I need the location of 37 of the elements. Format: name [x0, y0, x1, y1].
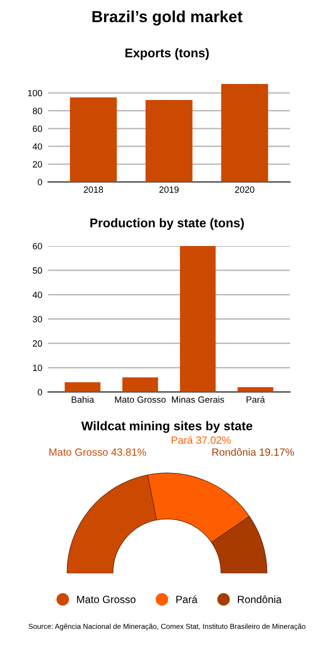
- y-tick-label: 100: [28, 90, 42, 96]
- category-label: Pará 37.02%: [172, 436, 231, 444]
- y-tick-label: 50: [32, 267, 42, 274]
- x-tick-label: 2020: [235, 186, 254, 193]
- y-tick-label: 40: [32, 143, 42, 150]
- y-tick-label: 60: [32, 126, 42, 132]
- chart-title: Brazil’s gold market: [92, 10, 242, 26]
- y-tick-label: 0: [38, 388, 42, 396]
- bar: [180, 246, 216, 392]
- x-tick-label: Pará: [246, 396, 265, 403]
- bar: [122, 377, 158, 392]
- chart-title: Wildcat mining sites by state: [81, 421, 252, 433]
- chart-title: Production by state (tons): [90, 218, 244, 230]
- chart-subtitle: Exports (tons): [125, 48, 209, 60]
- bar: [221, 84, 268, 182]
- legend-label: Rondônia: [238, 595, 282, 604]
- category-label: Rondônia 19.17%: [212, 448, 294, 456]
- y-tick-label: 20: [32, 161, 42, 168]
- y-tick-label: 60: [32, 242, 42, 250]
- y-tick-label: 20: [32, 340, 42, 347]
- legend-label: Mato Grosso: [77, 596, 136, 604]
- bar: [238, 387, 274, 392]
- bar: [64, 382, 100, 392]
- y-tick-label: 40: [32, 292, 42, 298]
- y-tick-label: 0: [38, 178, 42, 186]
- y-tick-label: 80: [32, 108, 42, 114]
- y-tick-label: 10: [33, 364, 42, 372]
- x-tick-label: Mato Grosso: [115, 396, 166, 403]
- x-tick-label: Bahia: [72, 396, 94, 403]
- x-tick-label: Minas Gerais: [172, 396, 224, 403]
- category-label: Mato Grosso 43.81%: [49, 448, 146, 456]
- x-tick-label: 2018: [84, 186, 104, 193]
- bar: [146, 100, 192, 182]
- bar: [70, 97, 117, 182]
- y-tick-label: 30: [32, 316, 42, 322]
- legend-label: Pará: [176, 595, 198, 604]
- x-tick-label: 2019: [159, 186, 179, 193]
